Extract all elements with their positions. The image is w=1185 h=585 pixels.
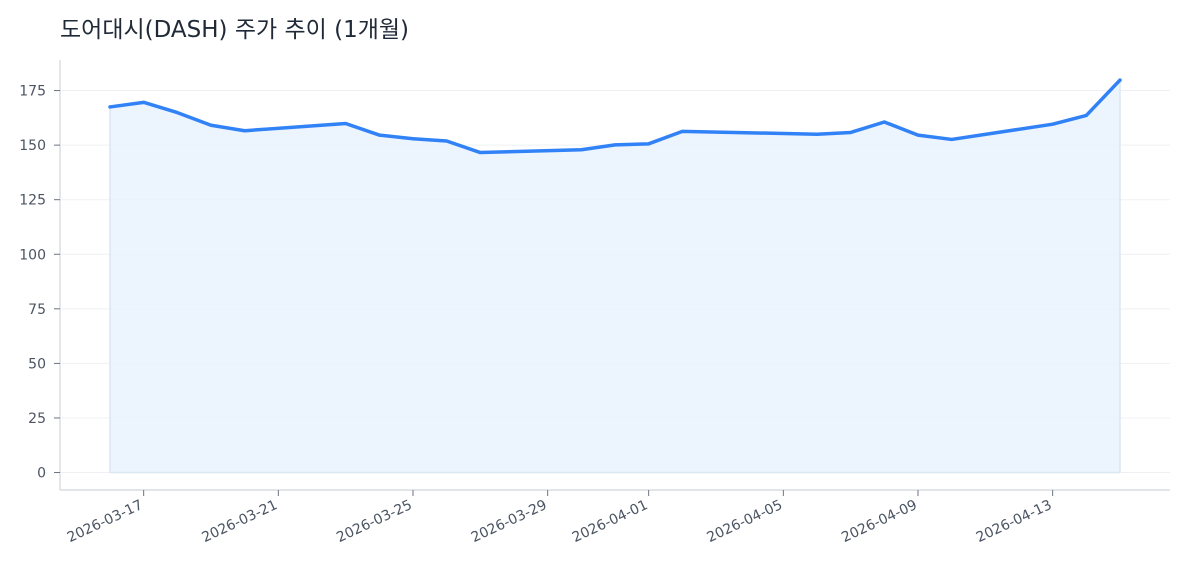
data-point bbox=[377, 133, 381, 137]
data-point bbox=[142, 100, 146, 104]
y-tick-label: 0 bbox=[37, 466, 46, 482]
data-points bbox=[108, 78, 1122, 155]
data-point bbox=[344, 122, 348, 126]
data-point bbox=[849, 130, 853, 134]
data-point bbox=[411, 137, 415, 141]
data-point bbox=[445, 139, 449, 143]
data-point bbox=[815, 132, 819, 136]
data-point bbox=[680, 129, 684, 133]
y-tick-label: 100 bbox=[19, 247, 46, 263]
y-tick-label: 125 bbox=[19, 193, 46, 209]
x-ticks: 2026-03-17 2026-03-21 2026-03-25 2026-03-29… bbox=[65, 490, 1055, 546]
data-point bbox=[579, 148, 583, 152]
y-ticks: 0 25 50 75 100 125 150 175 bbox=[19, 84, 60, 482]
series-line bbox=[108, 78, 1122, 155]
y-tick-label: 175 bbox=[19, 84, 46, 100]
data-point bbox=[882, 120, 886, 124]
data-point bbox=[916, 133, 920, 137]
x-tick-label: 2026-03-29 bbox=[469, 497, 550, 546]
x-tick-label: 2026-03-17 bbox=[65, 497, 146, 546]
data-point bbox=[108, 105, 112, 109]
data-point bbox=[1084, 113, 1088, 117]
data-point bbox=[613, 143, 617, 147]
data-point bbox=[1118, 78, 1122, 82]
area-fill bbox=[110, 80, 1120, 473]
y-tick-label: 150 bbox=[19, 138, 46, 154]
data-point bbox=[478, 151, 482, 155]
y-tick-label: 50 bbox=[28, 356, 46, 372]
data-point bbox=[950, 137, 954, 141]
chart-title: 도어대시(DASH) 주가 추이 (1개월) bbox=[60, 17, 409, 43]
data-point bbox=[175, 111, 179, 115]
data-point bbox=[209, 123, 213, 127]
y-tick-label: 75 bbox=[28, 302, 46, 318]
x-tick-label: 2026-04-01 bbox=[570, 497, 651, 546]
x-tick-label: 2026-03-21 bbox=[200, 497, 281, 546]
x-tick-label: 2026-04-13 bbox=[974, 497, 1055, 546]
y-tick-label: 25 bbox=[28, 411, 46, 427]
x-tick-label: 2026-03-25 bbox=[334, 497, 415, 546]
data-point bbox=[243, 129, 247, 133]
data-point bbox=[1051, 122, 1055, 126]
x-tick-label: 2026-04-09 bbox=[839, 497, 920, 546]
x-tick-label: 2026-04-05 bbox=[705, 497, 786, 546]
data-point bbox=[647, 142, 651, 146]
